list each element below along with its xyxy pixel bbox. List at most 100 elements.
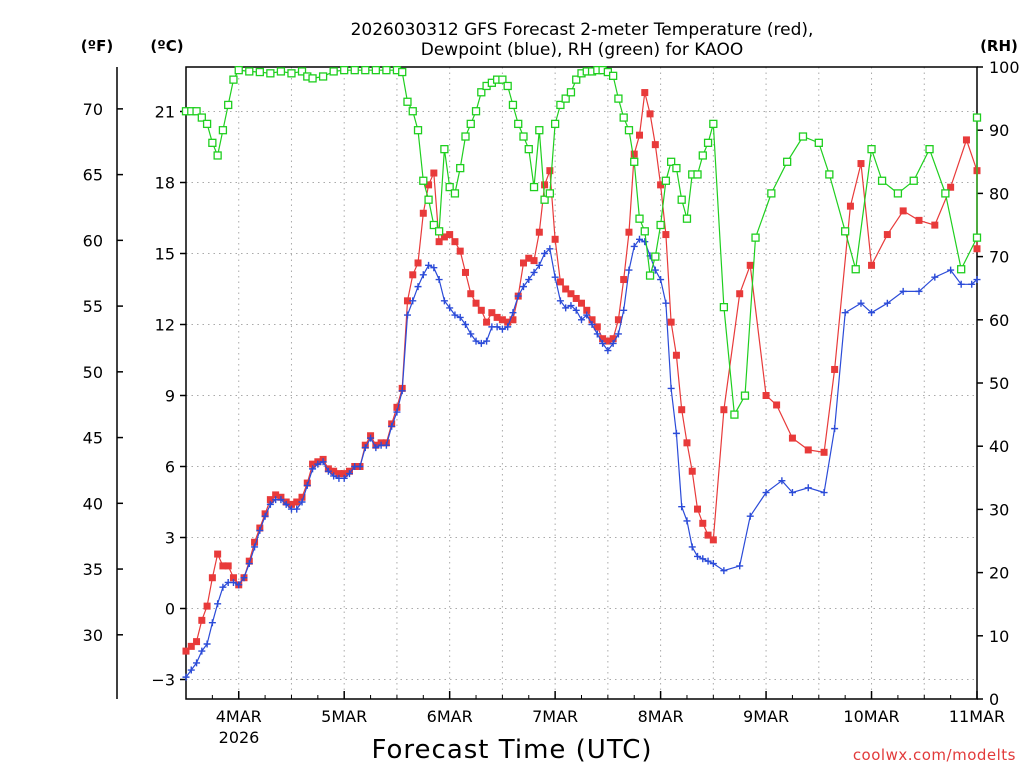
dewpoint-point bbox=[694, 552, 702, 560]
time-tick-label: 10MAR bbox=[843, 707, 899, 726]
dewpoint-point bbox=[609, 339, 617, 347]
temperature-point bbox=[203, 602, 211, 610]
rh-point bbox=[245, 67, 254, 76]
celsius-tick-label: 6 bbox=[165, 458, 175, 477]
fahrenheit-axis: 30 35 40 45 50 55 60 65 70 bbox=[83, 100, 123, 645]
temperature-point bbox=[187, 642, 195, 650]
dewpoint-point bbox=[256, 526, 264, 534]
rh-point bbox=[450, 189, 460, 198]
temperature-point bbox=[446, 231, 454, 239]
celsius-tick-label: −3 bbox=[151, 671, 175, 690]
dewpoint-point bbox=[804, 484, 812, 492]
temperature-point bbox=[762, 392, 770, 399]
dewpoint-point bbox=[947, 266, 955, 274]
rh-point bbox=[957, 265, 966, 274]
rh-point bbox=[224, 100, 233, 110]
rh-point bbox=[192, 107, 201, 116]
temperature-point bbox=[208, 574, 216, 582]
rh-point bbox=[751, 233, 760, 242]
celsius-tick-label: 12 bbox=[155, 316, 175, 335]
rh-point bbox=[550, 119, 560, 129]
temperature-point bbox=[509, 316, 517, 324]
rh-point bbox=[635, 214, 644, 223]
dewpoint-point bbox=[293, 505, 301, 513]
temperature-point bbox=[472, 299, 480, 307]
dewpoint-point bbox=[245, 560, 253, 568]
dewpoint-point bbox=[762, 489, 770, 497]
dewpoint-point bbox=[403, 311, 411, 319]
rh-point bbox=[371, 66, 380, 75]
rh-point bbox=[234, 66, 243, 75]
dewpoint-point bbox=[393, 408, 401, 416]
dewpoint-point bbox=[704, 557, 712, 565]
time-tick-label: 6MAR bbox=[427, 707, 473, 726]
dewpoint-point bbox=[672, 429, 680, 437]
dewpoint-point bbox=[841, 309, 849, 317]
dewpoint-point bbox=[314, 460, 322, 468]
temperature-point bbox=[214, 550, 222, 558]
rh-point bbox=[677, 195, 686, 204]
rh-point bbox=[561, 94, 570, 103]
time-tick-label: 8MAR bbox=[638, 707, 684, 726]
rh-point bbox=[503, 81, 512, 91]
dewpoint-point bbox=[298, 498, 306, 506]
dewpoint-point bbox=[309, 465, 317, 473]
dewpoint-point bbox=[235, 581, 243, 589]
temperature-point bbox=[973, 245, 981, 253]
temperature-point bbox=[287, 500, 295, 508]
rh-point bbox=[814, 138, 823, 147]
dewpoint-point bbox=[556, 297, 564, 305]
rh-point bbox=[208, 138, 217, 147]
temperature-point bbox=[662, 231, 670, 239]
rh-point bbox=[419, 176, 428, 185]
fahrenheit-tick-label: 45 bbox=[83, 429, 103, 448]
rh-point bbox=[614, 94, 623, 103]
temperature-point bbox=[193, 638, 201, 646]
rh-point bbox=[661, 176, 671, 185]
time-tick-label: 7MAR bbox=[532, 707, 578, 726]
rh-point bbox=[276, 67, 286, 76]
rh-point bbox=[498, 75, 507, 84]
dewpoint-point bbox=[525, 276, 533, 284]
dewpoint-point bbox=[277, 496, 285, 504]
dewpoint-point bbox=[430, 264, 438, 272]
rh-point bbox=[461, 132, 470, 141]
rh-tick-label: 0 bbox=[989, 690, 999, 709]
temperature-point bbox=[678, 406, 686, 414]
temperature-point bbox=[609, 335, 617, 343]
temperature-point bbox=[419, 209, 427, 217]
dewpoint-point bbox=[461, 321, 469, 328]
dewpoint-point bbox=[620, 306, 628, 314]
dewpoint-point bbox=[625, 266, 633, 274]
temperature-point bbox=[583, 306, 591, 314]
rh-point bbox=[471, 107, 481, 116]
temperature-point bbox=[224, 562, 232, 570]
dewpoint-point bbox=[699, 555, 707, 563]
rh-tick-label: 80 bbox=[989, 184, 1009, 203]
dewpoint-point bbox=[578, 316, 585, 324]
dewpoint-point bbox=[657, 276, 665, 284]
rh-point bbox=[429, 220, 438, 230]
dewpoint-point bbox=[219, 583, 227, 591]
rh-point bbox=[767, 189, 776, 198]
rh-point bbox=[445, 182, 454, 192]
rh-point bbox=[783, 157, 792, 166]
dewpoint-point bbox=[546, 245, 554, 253]
dewpoint-point bbox=[583, 311, 591, 319]
temperature-point bbox=[899, 207, 907, 215]
rh-tick-label: 50 bbox=[989, 374, 1009, 393]
temperature-point bbox=[309, 460, 317, 468]
rh-point bbox=[540, 195, 549, 204]
temperature-point bbox=[578, 299, 585, 307]
rh-point bbox=[197, 113, 206, 122]
temperature-point bbox=[746, 261, 754, 269]
temperature-point bbox=[483, 318, 491, 326]
rh-point bbox=[218, 126, 228, 135]
temperature-point bbox=[593, 323, 601, 331]
dewpoint-point bbox=[883, 299, 891, 307]
rh-point bbox=[619, 113, 628, 122]
temperature-point bbox=[330, 467, 338, 475]
temperature-point bbox=[504, 318, 512, 326]
temperature-point bbox=[868, 261, 876, 269]
